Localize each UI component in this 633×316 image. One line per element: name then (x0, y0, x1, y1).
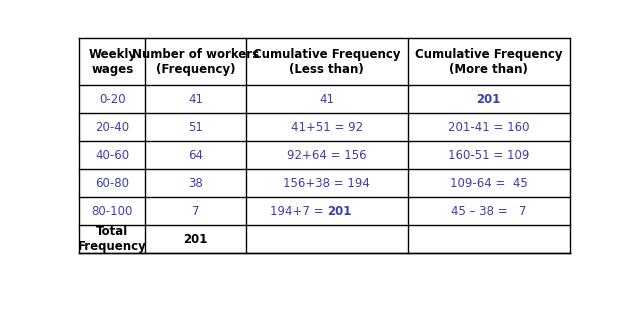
Text: 201-41 = 160: 201-41 = 160 (448, 121, 530, 134)
Text: 7: 7 (192, 205, 199, 218)
Text: 40-60: 40-60 (95, 149, 129, 162)
Text: 45 – 38 =   7: 45 – 38 = 7 (451, 205, 527, 218)
Text: Cumulative Frequency
(Less than): Cumulative Frequency (Less than) (253, 48, 401, 76)
Text: 201: 201 (477, 93, 501, 106)
Text: 41: 41 (188, 93, 203, 106)
Text: Total
Frequency: Total Frequency (78, 225, 147, 253)
Text: 194+7 =: 194+7 = (270, 205, 327, 218)
Text: 41: 41 (320, 93, 334, 106)
Text: Cumulative Frequency
(More than): Cumulative Frequency (More than) (415, 48, 563, 76)
Text: 201: 201 (327, 205, 351, 218)
Text: 160-51 = 109: 160-51 = 109 (448, 149, 529, 162)
Text: 109-64 =  45: 109-64 = 45 (450, 177, 528, 190)
Text: Number of workers
(Frequency): Number of workers (Frequency) (132, 48, 259, 76)
Text: 41+51 = 92: 41+51 = 92 (291, 121, 363, 134)
Text: 201: 201 (184, 233, 208, 246)
Text: 38: 38 (188, 177, 203, 190)
Text: 51: 51 (188, 121, 203, 134)
Text: 80-100: 80-100 (92, 205, 133, 218)
Text: 60-80: 60-80 (95, 177, 129, 190)
Text: 64: 64 (188, 149, 203, 162)
Text: 20-40: 20-40 (95, 121, 129, 134)
Text: 0-20: 0-20 (99, 93, 125, 106)
Text: 92+64 = 156: 92+64 = 156 (287, 149, 367, 162)
Text: 194+7 = 201: 194+7 = 201 (287, 205, 367, 218)
Text: Weekly
wages: Weekly wages (88, 48, 136, 76)
Text: 156+38 = 194: 156+38 = 194 (284, 177, 370, 190)
